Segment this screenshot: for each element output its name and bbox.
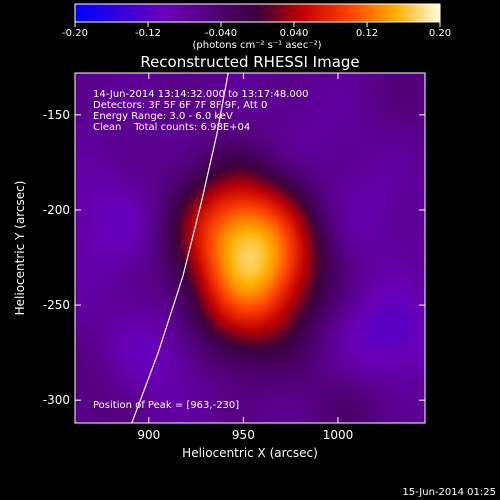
- y-tick-label: -300: [43, 393, 70, 407]
- y-tick-label: -250: [43, 298, 70, 312]
- colorbar-tick-label: -0.12: [135, 28, 161, 39]
- x-tick-label: 1000: [323, 428, 354, 442]
- colorbar: [74, 3, 441, 23]
- colorbar-tick-label: 0.040: [280, 28, 309, 39]
- colorbar-tick-label: 0.20: [429, 28, 451, 39]
- colorbar-tick-label: 0.12: [356, 28, 378, 39]
- colorbar-unit-label: (photons cm⁻² s⁻¹ asec⁻²): [192, 40, 321, 51]
- colorbar-tick-label: -0.040: [205, 28, 237, 39]
- x-axis-label: Heliocentric X (arcsec): [182, 446, 318, 460]
- axis-ticks: 900 950 1000 -150 -200 -250 -300: [43, 73, 425, 442]
- colorbar-ticks: -0.20 -0.12 -0.040 0.040 0.12 0.20: [62, 22, 451, 39]
- x-tick-label: 950: [232, 428, 255, 442]
- y-tick-label: -150: [43, 108, 70, 122]
- info-energy-range: Energy Range: 3.0 - 6.0 keV: [93, 111, 233, 122]
- colorbar-tick-label: -0.20: [62, 28, 88, 39]
- x-tick-label: 900: [137, 428, 160, 442]
- y-axis-label: Heliocentric Y (arcsec): [13, 181, 27, 316]
- info-peak-position: Position of Peak = [963,-230]: [93, 400, 239, 411]
- y-tick-label: -200: [43, 203, 70, 217]
- plot-frame: [74, 72, 426, 424]
- plot-title: Reconstructed RHESSI Image: [140, 53, 359, 71]
- info-clean-counts: Clean Total counts: 6.98E+04: [93, 122, 250, 133]
- info-detectors: Detectors: 3F 5F 6F 7F 8F 9F, Att 0: [93, 100, 267, 111]
- heatmap-image: [75, 73, 425, 423]
- solar-limb-curve: [131, 73, 229, 423]
- footer-timestamp: 15-Jun-2014 01:25: [402, 487, 496, 498]
- info-time-range: 14-Jun-2014 13:14:32.000 to 13:17:48.000: [93, 89, 309, 100]
